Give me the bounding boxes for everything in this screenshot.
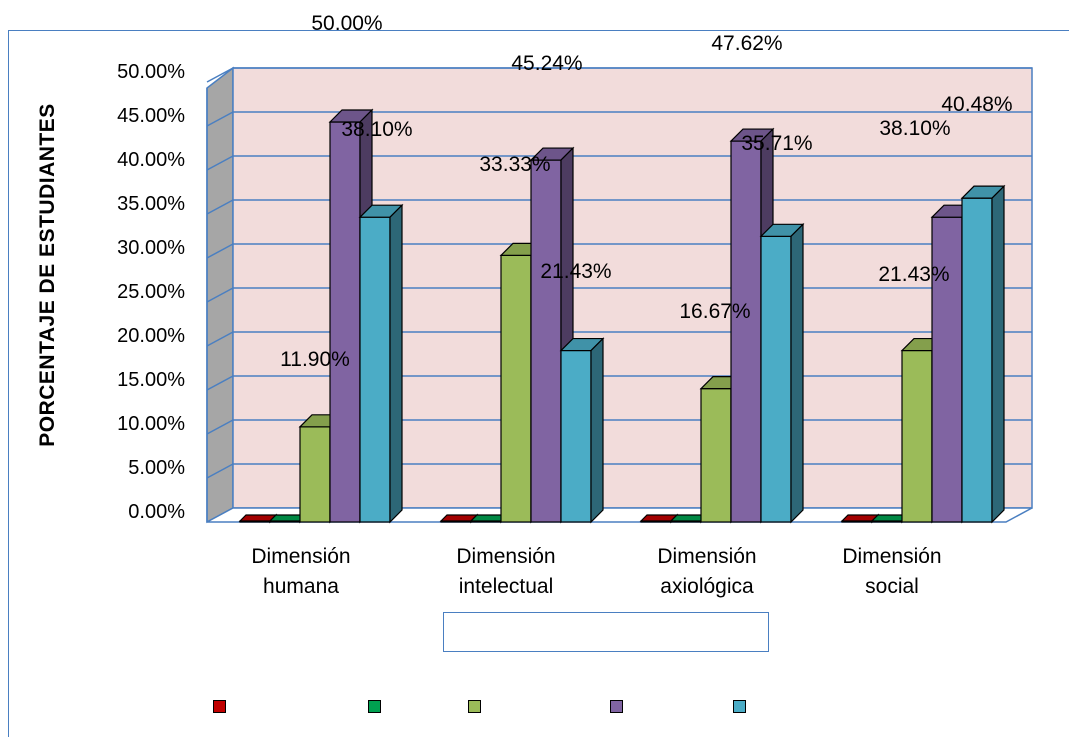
legend-item <box>213 696 226 716</box>
bar-side <box>790 222 804 524</box>
gridline-side <box>206 463 234 479</box>
y-tick-label: 40.00% <box>117 149 185 171</box>
legend-swatch <box>213 699 226 713</box>
x-tick-label: Dimensión <box>842 545 941 568</box>
data-label: 21.43% <box>878 263 949 286</box>
y-tick-label: 45.00% <box>117 105 185 127</box>
data-label: 11.90% <box>280 348 350 371</box>
bar-front <box>359 216 391 523</box>
gridline-side <box>206 199 234 215</box>
bar-front <box>530 159 562 523</box>
gridline-side <box>206 243 234 259</box>
y-tick-label: 0.00% <box>128 501 185 523</box>
x-tick-label: intelectual <box>459 575 554 598</box>
legend-item <box>610 696 623 716</box>
chart-title-box <box>443 612 769 652</box>
y-tick-label: 15.00% <box>117 369 185 391</box>
y-tick-label: 30.00% <box>117 237 185 259</box>
bar-side <box>590 337 604 524</box>
legend-item <box>368 696 381 716</box>
bar-front <box>901 349 933 523</box>
y-tick-label: 35.00% <box>117 193 185 215</box>
data-label: 21.43% <box>540 260 611 283</box>
data-label: 33.33% <box>479 153 550 176</box>
bar-front <box>560 349 592 523</box>
bar-side <box>389 203 403 524</box>
y-tick-label: 25.00% <box>117 281 185 303</box>
bar-front <box>700 388 732 523</box>
data-label: 38.10% <box>341 118 412 141</box>
data-label: 16.67% <box>679 300 750 323</box>
gridline-side <box>206 155 234 171</box>
x-tick-label: Dimensión <box>251 545 350 568</box>
data-label: 50.00% <box>311 12 382 35</box>
legend-swatch <box>368 699 381 713</box>
x-tick-label: humana <box>263 575 339 598</box>
bar-front <box>730 140 762 523</box>
legend-swatch <box>733 699 746 713</box>
y-tick-label: 10.00% <box>117 413 185 435</box>
gridline-side <box>206 287 234 303</box>
x-tick-label: Dimensión <box>657 545 756 568</box>
x-tick-label: social <box>865 575 919 598</box>
y-tick-label: 50.00% <box>117 61 185 83</box>
bar-front <box>961 197 993 523</box>
chart-frame <box>8 30 1069 737</box>
bar-front <box>500 254 532 523</box>
gridline-side <box>206 375 234 391</box>
bar-side <box>991 184 1005 524</box>
gridline-side <box>206 331 234 347</box>
bar-front <box>329 121 361 523</box>
legend-swatch <box>468 699 481 713</box>
bar-front <box>931 216 963 523</box>
data-label: 38.10% <box>879 117 950 140</box>
gridline-side <box>206 111 234 127</box>
data-label: 35.71% <box>741 132 812 155</box>
data-label: 45.24% <box>511 52 582 75</box>
gridline-side <box>206 419 234 435</box>
legend-swatch <box>610 699 623 713</box>
legend-item <box>733 696 746 716</box>
y-tick-label: 5.00% <box>128 457 185 479</box>
data-label: 47.62% <box>711 32 782 55</box>
data-label: 40.48% <box>941 93 1012 116</box>
bar-front <box>299 426 331 523</box>
bar-front <box>760 235 792 523</box>
gridline-side <box>206 67 234 83</box>
legend-item <box>468 696 481 716</box>
y-axis-label: PORCENTAJE DE ESTUDIANTES <box>36 103 59 447</box>
legend <box>0 696 1069 720</box>
y-tick-label: 20.00% <box>117 325 185 347</box>
x-tick-label: axiológica <box>660 575 754 598</box>
x-tick-label: Dimensión <box>456 545 555 568</box>
